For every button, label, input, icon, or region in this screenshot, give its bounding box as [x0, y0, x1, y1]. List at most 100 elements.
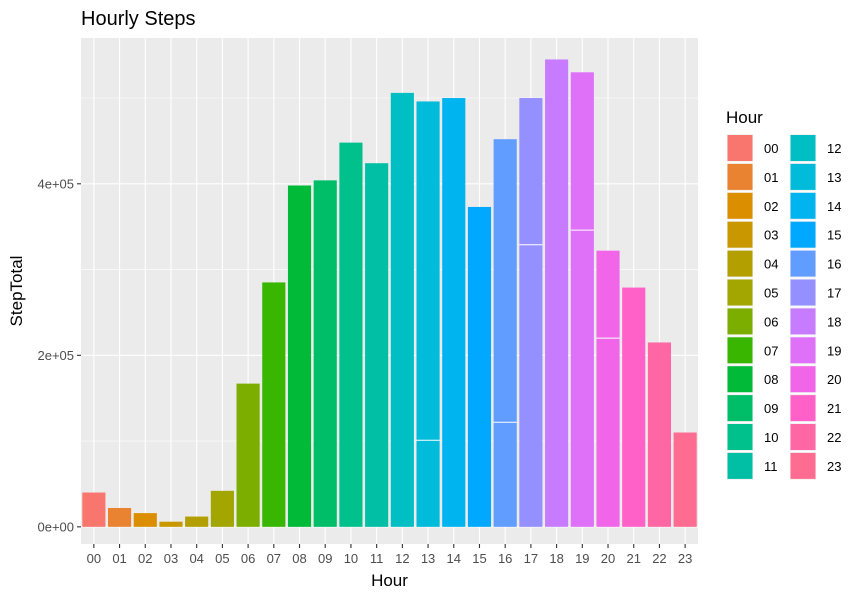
legend-swatch-16: [790, 250, 816, 277]
x-tick-label: 16: [498, 551, 512, 566]
bar-21: [622, 287, 646, 527]
legend: 00 01 02 03 04 05 06 07 08 09 10 11 12 13 14 15 16 17 18 19…: [727, 134, 841, 480]
bar-16: [493, 139, 517, 527]
bar-02: [133, 513, 157, 527]
bar-09: [313, 180, 337, 527]
x-tick-label: 04: [189, 551, 203, 566]
bar-14: [442, 98, 466, 527]
x-tick-label: 08: [292, 551, 306, 566]
x-tick-label: 18: [549, 551, 563, 566]
x-tick-label: 00: [87, 551, 101, 566]
x-tick-label: 20: [601, 551, 615, 566]
legend-label-20: 20: [827, 372, 841, 387]
legend-label-12: 12: [827, 141, 841, 156]
bar-00: [82, 492, 106, 527]
legend-swatch-17: [790, 279, 816, 306]
legend-swatch-23: [790, 452, 816, 479]
bar-19: [570, 72, 594, 527]
legend-label-21: 21: [827, 401, 841, 416]
x-tick-label: 23: [678, 551, 692, 566]
legend-swatch-07: [727, 337, 753, 364]
x-tick-label: 09: [318, 551, 332, 566]
legend-swatch-02: [727, 192, 753, 219]
legend-label-00: 00: [764, 141, 778, 156]
x-tick-label: 05: [215, 551, 229, 566]
legend-label-06: 06: [764, 314, 778, 329]
legend-swatch-19: [790, 337, 816, 364]
bar-13: [416, 101, 440, 527]
legend-swatch-21: [790, 395, 816, 422]
legend-label-18: 18: [827, 314, 841, 329]
legend-label-01: 01: [764, 170, 778, 185]
legend-label-08: 08: [764, 372, 778, 387]
x-tick-label: 15: [472, 551, 486, 566]
legend-label-14: 14: [827, 199, 841, 214]
y-tick-label: 0e+00: [37, 519, 74, 534]
legend-label-05: 05: [764, 286, 778, 301]
legend-label-10: 10: [764, 430, 778, 445]
legend-label-11: 11: [764, 459, 778, 474]
x-axis-title: Hour: [371, 571, 408, 590]
bar-11: [365, 163, 389, 527]
legend-label-09: 09: [764, 401, 778, 416]
bar-03: [159, 521, 183, 527]
legend-swatch-10: [727, 424, 753, 450]
x-tick-label: 01: [112, 551, 126, 566]
bar-01: [107, 507, 132, 527]
bar-23: [673, 432, 697, 527]
bar-17: [519, 98, 543, 527]
x-tick-label: 10: [344, 551, 358, 566]
axis-layer: 0e+00 2e+05 4e+05 00 01 02 03 04 05 06 07 08 09 10 11 1…: [37, 176, 692, 566]
legend-label-03: 03: [764, 228, 778, 243]
bar-07: [262, 282, 286, 527]
legend-label-07: 07: [764, 343, 778, 358]
legend-label-13: 13: [827, 170, 841, 185]
x-tick-label: 07: [267, 551, 281, 566]
bar-20: [596, 250, 620, 527]
bar-05: [210, 490, 234, 527]
x-tick-label: 06: [241, 551, 255, 566]
x-tick-label: 12: [395, 551, 409, 566]
x-tick-label: 22: [652, 551, 666, 566]
legend-title: Hour: [726, 108, 763, 127]
bar-18: [545, 59, 569, 527]
legend-swatch-06: [727, 308, 753, 335]
legend-swatch-18: [790, 308, 816, 335]
legend-label-19: 19: [827, 343, 841, 358]
x-tick-label: 13: [421, 551, 435, 566]
x-tick-label: 17: [524, 551, 538, 566]
legend-swatch-00: [727, 135, 753, 161]
legend-label-16: 16: [827, 257, 841, 272]
legend-label-02: 02: [764, 199, 778, 214]
chart-title: Hourly Steps: [81, 8, 196, 30]
legend-swatch-14: [790, 192, 816, 219]
legend-label-23: 23: [827, 459, 841, 474]
legend-label-04: 04: [764, 257, 778, 272]
bar-04: [185, 516, 209, 527]
legend-swatch-22: [790, 424, 816, 450]
legend-swatch-13: [790, 163, 816, 190]
legend-label-15: 15: [827, 228, 841, 243]
legend-swatch-08: [727, 366, 753, 393]
x-tick-label: 03: [164, 551, 178, 566]
legend-label-17: 17: [827, 286, 841, 301]
x-tick-label: 11: [370, 551, 384, 566]
x-tick-label: 02: [138, 551, 152, 566]
legend-swatch-11: [727, 452, 753, 479]
x-tick-label: 14: [447, 551, 461, 566]
y-axis-title: StepTotal: [7, 256, 26, 327]
y-tick-label: 4e+05: [37, 176, 74, 191]
legend-swatch-12: [790, 135, 816, 161]
legend-swatch-01: [727, 163, 753, 190]
bar-10: [339, 142, 363, 527]
bars-layer: [82, 59, 697, 527]
legend-swatch-09: [727, 395, 753, 422]
legend-swatch-20: [790, 366, 816, 393]
bar-06: [236, 383, 260, 527]
y-tick-label: 2e+05: [37, 348, 74, 363]
x-tick-label: 19: [575, 551, 589, 566]
bar-15: [467, 206, 492, 527]
legend-swatch-05: [727, 279, 753, 306]
